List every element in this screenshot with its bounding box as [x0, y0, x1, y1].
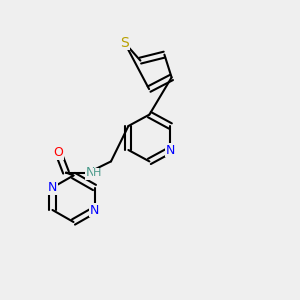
Text: H: H	[93, 168, 102, 178]
Text: N: N	[90, 203, 99, 217]
Text: O: O	[54, 146, 63, 160]
Text: S: S	[120, 36, 129, 50]
Text: N: N	[166, 143, 175, 157]
Text: N: N	[48, 181, 57, 194]
Text: N: N	[85, 166, 95, 179]
